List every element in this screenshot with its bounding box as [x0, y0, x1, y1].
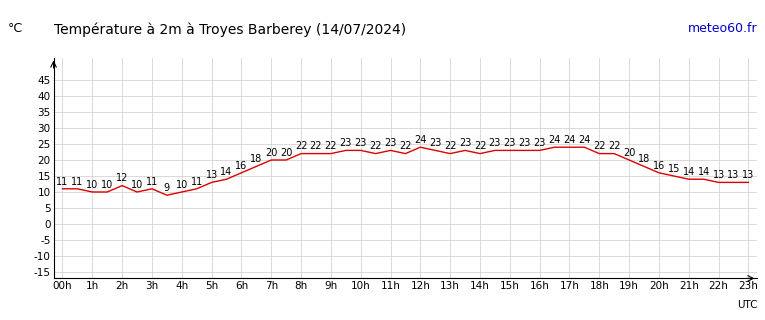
Text: 23: 23: [533, 138, 546, 148]
Text: 18: 18: [250, 154, 262, 164]
Text: 14: 14: [698, 167, 710, 177]
Text: 23: 23: [340, 138, 352, 148]
Text: 9: 9: [164, 183, 170, 193]
Text: 20: 20: [265, 148, 278, 158]
Text: 20: 20: [623, 148, 635, 158]
Text: 11: 11: [71, 177, 83, 187]
Text: 11: 11: [57, 177, 69, 187]
Text: 10: 10: [131, 180, 143, 190]
Text: 15: 15: [668, 164, 680, 174]
Text: 18: 18: [638, 154, 650, 164]
Text: 23: 23: [503, 138, 516, 148]
Text: 11: 11: [146, 177, 158, 187]
Text: 16: 16: [236, 161, 248, 171]
Text: 24: 24: [414, 135, 427, 145]
Text: 23: 23: [489, 138, 501, 148]
Text: 10: 10: [101, 180, 113, 190]
Text: 23: 23: [354, 138, 367, 148]
Text: 11: 11: [190, 177, 203, 187]
Text: 14: 14: [220, 167, 233, 177]
Text: °C: °C: [8, 22, 23, 36]
Text: 14: 14: [682, 167, 695, 177]
Text: 24: 24: [578, 135, 591, 145]
Text: meteo60.fr: meteo60.fr: [688, 22, 757, 36]
Text: UTC: UTC: [737, 300, 757, 310]
Text: 22: 22: [310, 141, 322, 151]
Text: 22: 22: [608, 141, 620, 151]
Text: 24: 24: [563, 135, 575, 145]
Text: 13: 13: [742, 170, 754, 180]
Text: 23: 23: [459, 138, 471, 148]
Text: 13: 13: [712, 170, 724, 180]
Text: 13: 13: [206, 170, 218, 180]
Text: 22: 22: [324, 141, 337, 151]
Text: 24: 24: [549, 135, 561, 145]
Text: 22: 22: [369, 141, 382, 151]
Text: Température à 2m à Troyes Barberey (14/07/2024): Température à 2m à Troyes Barberey (14/0…: [54, 22, 405, 37]
Text: 22: 22: [444, 141, 457, 151]
Text: 22: 22: [399, 141, 412, 151]
Text: 20: 20: [280, 148, 292, 158]
Text: 23: 23: [384, 138, 397, 148]
Text: 10: 10: [86, 180, 99, 190]
Text: 22: 22: [474, 141, 487, 151]
Text: 10: 10: [176, 180, 188, 190]
Text: 22: 22: [593, 141, 606, 151]
Text: 22: 22: [295, 141, 308, 151]
Text: 23: 23: [519, 138, 531, 148]
Text: 13: 13: [728, 170, 740, 180]
Text: 12: 12: [116, 173, 129, 183]
Text: 16: 16: [653, 161, 665, 171]
Text: 23: 23: [429, 138, 441, 148]
